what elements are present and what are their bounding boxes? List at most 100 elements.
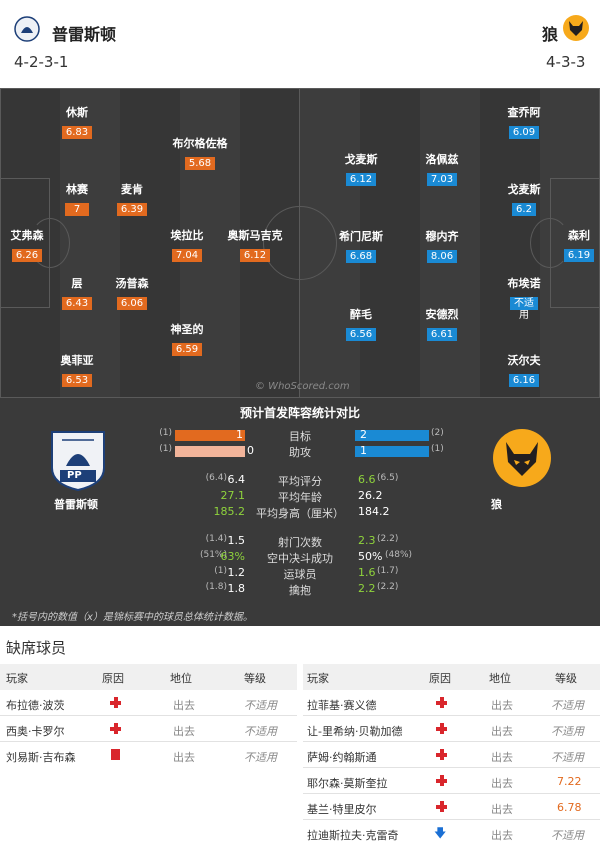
absent-players-title: 缺席球员 bbox=[6, 639, 67, 657]
stat-row-avg-height: 185.2 平均身高（厘米） 184.2 bbox=[213, 505, 390, 520]
stat-row-dribbles: (1) 1.2 运球员 1.6 (1.7) bbox=[214, 566, 399, 581]
injury-icon bbox=[436, 749, 447, 760]
away-goals-bar bbox=[355, 430, 429, 441]
injury-icon bbox=[110, 697, 121, 708]
player-rating: 6.53 bbox=[61, 374, 93, 387]
table-row: 布拉德·波茨 出去 不适用 bbox=[0, 690, 297, 716]
home-player[interactable]: 林赛 7 bbox=[65, 183, 89, 216]
home-player[interactable]: 麦肯 6.39 bbox=[87, 183, 177, 216]
home-absent-table: 玩家 原因 地位 等级 布拉德·波茨 出去 不适用 西奥·卡罗尔 出去 不适用 … bbox=[0, 664, 297, 844]
player-rating: 6.26 bbox=[11, 249, 43, 262]
away-player[interactable]: 洛佩兹 7.03 bbox=[425, 153, 459, 186]
table-row: 萨姆·约翰斯通 出去 不适用 bbox=[303, 742, 600, 768]
table-row: 耶尔森·莫斯奎拉 出去 7.22 bbox=[303, 768, 600, 794]
away-player[interactable]: 戈麦斯 6.2 bbox=[507, 183, 541, 216]
table-row: 拉迪斯拉夫·克雷奇 🡇 出去 不适用 bbox=[303, 820, 600, 846]
player-rating: 8.06 bbox=[426, 250, 458, 263]
home-player[interactable]: 奥斯马吉克 6.12 bbox=[227, 229, 283, 262]
preston-crest-icon bbox=[14, 16, 40, 42]
away-player[interactable]: 穆内齐 8.06 bbox=[425, 230, 459, 263]
away-absent-table: 玩家 原因 地位 等级 拉菲基·赛义德 出去 不适用 让-里希纳·贝勒加德 出去… bbox=[303, 664, 600, 846]
home-player[interactable]: 汤普森 6.06 bbox=[115, 277, 149, 310]
player-rating: 不适 bbox=[510, 297, 538, 310]
lineup-stats-panel: 预计首发阵容统计对比 PP 普雷斯顿 狼 (1) 1 目标 2 (2) (1) … bbox=[0, 398, 600, 626]
stat-row-tackles: (1.8) 1.8 擒抱 2.2 (2.2) bbox=[205, 582, 399, 597]
player-rating: 6.83 bbox=[61, 126, 93, 139]
wolves-crest-icon bbox=[563, 15, 589, 41]
player-rating: 6.16 bbox=[508, 374, 540, 387]
home-side-label: 普雷斯顿 bbox=[54, 498, 98, 511]
away-player[interactable]: 希门尼斯 6.68 bbox=[339, 230, 383, 263]
table-header: 玩家 原因 地位 等级 bbox=[0, 664, 297, 690]
table-row: 让-里希纳·贝勒加德 出去 不适用 bbox=[303, 716, 600, 742]
home-team-name[interactable]: 普雷斯顿 bbox=[52, 25, 117, 44]
player-rating: 6.61 bbox=[426, 328, 458, 341]
player-rating: 6.59 bbox=[171, 343, 203, 356]
player-rating: 7 bbox=[65, 203, 89, 216]
home-player[interactable]: 神圣的 6.59 bbox=[170, 323, 204, 356]
player-rating: 6.68 bbox=[345, 250, 377, 263]
match-header: 普雷斯顿 4-2-3-1 狼 4-3-3 bbox=[0, 0, 600, 88]
player-rating: 6.19 bbox=[563, 249, 595, 262]
red-card-icon bbox=[111, 749, 120, 760]
away-player[interactable]: 戈麦斯 6.12 bbox=[344, 153, 378, 186]
injury-icon bbox=[436, 775, 447, 786]
player-rating: 6.12 bbox=[345, 173, 377, 186]
stat-row-avg-rating: (6.4) 6.4 平均评分 6.6 (6.5) bbox=[205, 473, 399, 488]
injury-icon bbox=[436, 723, 447, 734]
player-rating: 6.06 bbox=[116, 297, 148, 310]
injury-icon bbox=[436, 697, 447, 708]
stats-footnote: *括号内的数值（x）是锦标赛中的球员总体统计数据。 bbox=[12, 612, 253, 623]
home-penalty-arc bbox=[30, 218, 70, 268]
injury-icon bbox=[436, 801, 447, 812]
stats-title: 预计首发阵容统计对比 bbox=[239, 406, 360, 420]
stat-row-goals: (1) 1 目标 2 (2) bbox=[159, 428, 444, 443]
table-row: 基兰·特里皮尔 出去 6.78 bbox=[303, 794, 600, 820]
formation-pitch: 艾弗森 6.26 休斯 6.83 林赛 7 层 6.43 奥菲亚 6.53 麦肯 6.39 … bbox=[0, 88, 600, 398]
away-team-name[interactable]: 狼 bbox=[542, 25, 559, 44]
player-rating: 7.04 bbox=[171, 249, 203, 262]
away-assists-bar bbox=[355, 446, 429, 457]
table-row: 西奥·卡罗尔 出去 不适用 bbox=[0, 716, 297, 742]
injury-icon bbox=[110, 723, 121, 734]
home-player[interactable]: 奥菲亚 6.53 bbox=[60, 354, 94, 387]
table-row: 刘易斯·吉布森 出去 不适用 bbox=[6, 749, 277, 764]
player-rating-suffix: 用 bbox=[519, 310, 529, 321]
home-assists-bar bbox=[175, 446, 245, 457]
away-player[interactable]: 沃尔夫 6.16 bbox=[507, 354, 541, 387]
stat-row-shots: (1.4) 1.5 射门次数 2.3 (2.2) bbox=[205, 534, 399, 549]
player-rating: 6.2 bbox=[512, 203, 536, 216]
home-player[interactable]: 层 6.43 bbox=[32, 277, 122, 310]
stat-row-avg-age: 27.1 平均年龄 26.2 bbox=[220, 489, 383, 504]
table-row: 拉菲基·赛义德 出去 不适用 bbox=[303, 690, 600, 716]
away-player[interactable]: 森利 6.19 bbox=[534, 229, 600, 262]
preston-crest-text: PP bbox=[67, 470, 82, 481]
player-rating: 6.12 bbox=[239, 249, 271, 262]
away-player[interactable]: 查乔阿 6.09 bbox=[507, 106, 541, 139]
player-rating: 7.03 bbox=[426, 173, 458, 186]
home-player[interactable]: 埃拉比 7.04 bbox=[170, 229, 204, 262]
player-rating: 6.09 bbox=[508, 126, 540, 139]
away-side-label: 狼 bbox=[491, 498, 502, 511]
preston-crest-large-icon bbox=[51, 431, 105, 492]
player-rating: 6.43 bbox=[61, 297, 93, 310]
stat-row-assists: (1) 0 助攻 1 (1) bbox=[159, 444, 444, 459]
away-player[interactable]: 安德烈 6.61 bbox=[425, 308, 459, 341]
home-goals-bar bbox=[175, 430, 245, 441]
whoscored-watermark: © WhoScored.com bbox=[255, 381, 350, 392]
player-rating: 6.56 bbox=[345, 328, 377, 341]
away-penalty-arc bbox=[530, 218, 570, 268]
home-player[interactable]: 布尔格佐格 5.68 bbox=[172, 137, 228, 170]
away-player[interactable]: 醉毛 6.56 bbox=[316, 308, 406, 341]
centre-circle bbox=[263, 206, 337, 280]
away-player[interactable]: 布埃诺 不适用 bbox=[479, 277, 569, 322]
home-player[interactable]: 艾弗森 6.26 bbox=[10, 229, 44, 262]
player-rating: 5.68 bbox=[184, 157, 216, 170]
player-rating: 6.39 bbox=[116, 203, 148, 216]
home-player[interactable]: 休斯 6.83 bbox=[32, 106, 122, 139]
loan-arrow-icon: 🡇 bbox=[434, 826, 447, 840]
wolves-crest-large-icon bbox=[493, 429, 551, 487]
away-formation: 4-3-3 bbox=[546, 53, 586, 71]
home-formation: 4-2-3-1 bbox=[14, 53, 69, 71]
stat-row-aerials: (51%) 63% 空中决斗成功 50% (48%) bbox=[199, 550, 413, 565]
